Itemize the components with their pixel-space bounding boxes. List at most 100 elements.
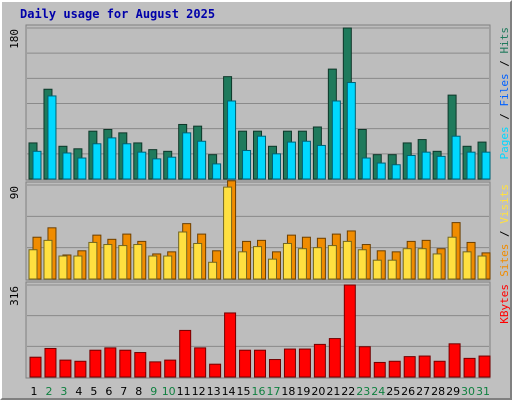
bar-kbytes-kbytes-day-27	[418, 355, 431, 378]
chart-title: Daily usage for August 2025	[20, 7, 216, 21]
bar-visits-sites-day-23	[357, 249, 367, 280]
bar-hits-files-day-30	[466, 151, 476, 180]
bar-visits-sites-day-24	[372, 259, 382, 280]
legend-segment: /	[498, 107, 510, 127]
bar-visits-sites-day-17	[267, 258, 277, 280]
bar-hits-files-day-28	[436, 155, 446, 180]
day-label-21: 21	[326, 385, 340, 398]
bar-visits-sites-day-28	[432, 253, 442, 280]
bar-visits-sites-day-10	[163, 255, 173, 280]
bar-visits-sites-day-8	[133, 244, 143, 280]
day-label-16: 16	[252, 385, 266, 398]
bar-hits-files-day-31	[481, 151, 491, 180]
bar-visits-sites-day-6	[103, 244, 113, 280]
legend-visits: Sites / Visits	[498, 184, 510, 277]
day-label-7: 7	[120, 385, 127, 398]
bar-hits-files-day-25	[391, 164, 401, 180]
day-label-31: 31	[476, 385, 490, 398]
bar-kbytes-kbytes-day-4	[74, 360, 87, 378]
bar-visits-sites-day-25	[387, 259, 397, 280]
day-label-15: 15	[237, 385, 251, 398]
legend-kbytes: KBytes	[498, 284, 510, 324]
bar-kbytes-kbytes-day-20	[313, 343, 326, 378]
bar-hits-files-day-6	[107, 137, 117, 180]
day-label-4: 4	[75, 385, 82, 398]
bar-hits-files-day-16	[257, 135, 267, 180]
bar-kbytes-kbytes-day-1	[29, 356, 42, 378]
bar-kbytes-kbytes-day-6	[104, 347, 117, 378]
legend-hits: Pages / Files / Hits	[498, 27, 510, 160]
bar-visits-sites-day-19	[297, 248, 307, 280]
day-label-24: 24	[371, 385, 385, 398]
bar-visits-sites-day-26	[402, 248, 412, 280]
bar-kbytes-kbytes-day-12	[194, 347, 207, 378]
day-label-1: 1	[30, 385, 37, 398]
bar-visits-sites-day-16	[253, 246, 263, 280]
bar-kbytes-kbytes-day-19	[298, 348, 311, 378]
day-label-3: 3	[60, 385, 67, 398]
bar-visits-sites-day-30	[462, 251, 472, 280]
bar-hits-files-day-9	[152, 158, 162, 180]
bar-hits-files-day-5	[92, 143, 102, 180]
day-label-9: 9	[150, 385, 157, 398]
bar-hits-files-day-26	[406, 155, 416, 180]
axis-max-label-hits: 180	[8, 29, 21, 49]
bar-hits-files-day-22	[346, 82, 356, 180]
bar-hits-files-day-13	[212, 163, 222, 180]
bar-kbytes-kbytes-day-9	[149, 361, 162, 378]
bar-visits-sites-day-22	[342, 240, 352, 280]
bar-hits-files-day-3	[62, 152, 72, 180]
bar-kbytes-kbytes-day-26	[403, 356, 416, 378]
bar-hits-files-day-18	[286, 141, 296, 180]
day-label-13: 13	[207, 385, 221, 398]
bar-visits-sites-day-18	[282, 242, 292, 280]
day-label-14: 14	[222, 385, 236, 398]
bar-hits-files-day-27	[421, 151, 431, 180]
bar-hits-files-day-1	[32, 150, 42, 180]
bar-hits-files-day-20	[316, 144, 326, 180]
bar-visits-sites-day-31	[477, 255, 487, 280]
bar-visits-sites-day-13	[208, 261, 218, 280]
bar-kbytes-kbytes-day-10	[164, 359, 177, 378]
bar-visits-sites-day-4	[73, 255, 83, 280]
bar-kbytes-kbytes-day-2	[44, 347, 57, 378]
bar-kbytes-kbytes-day-29	[448, 343, 461, 378]
bar-kbytes-kbytes-day-7	[119, 349, 132, 378]
day-label-20: 20	[311, 385, 325, 398]
bar-visits-sites-day-14	[223, 186, 233, 280]
bar-visits-sites-day-11	[178, 231, 188, 280]
bar-hits-files-day-21	[331, 100, 341, 180]
bar-hits-files-day-19	[301, 140, 311, 180]
bar-visits-sites-day-2	[43, 239, 53, 280]
bar-hits-files-day-17	[271, 153, 281, 180]
bar-visits-sites-day-27	[417, 248, 427, 280]
bar-visits-sites-day-9	[148, 255, 158, 280]
bar-hits-files-day-7	[122, 143, 132, 180]
legend-segment: /	[498, 54, 510, 74]
bar-hits-files-day-10	[167, 156, 177, 180]
day-label-23: 23	[356, 385, 370, 398]
axis-max-label-kbytes: 316	[8, 286, 21, 306]
bar-visits-sites-day-15	[238, 251, 248, 280]
bar-kbytes-kbytes-day-5	[89, 349, 102, 378]
bar-hits-files-day-12	[197, 140, 207, 180]
bar-hits-files-day-14	[227, 100, 237, 180]
legend-segment: KBytes	[498, 284, 510, 324]
bar-kbytes-kbytes-day-18	[283, 348, 296, 378]
day-label-29: 29	[446, 385, 460, 398]
bar-visits-sites-day-29	[447, 236, 457, 280]
bar-visits-sites-day-7	[118, 245, 128, 280]
day-label-22: 22	[341, 385, 355, 398]
bar-kbytes-kbytes-day-8	[134, 352, 147, 378]
bar-hits-files-day-15	[242, 149, 252, 180]
day-label-12: 12	[192, 385, 206, 398]
legend-segment: Hits	[498, 27, 510, 54]
day-label-28: 28	[431, 385, 445, 398]
bar-hits-files-day-29	[451, 135, 461, 180]
day-label-11: 11	[177, 385, 191, 398]
day-label-18: 18	[281, 385, 295, 398]
legend-segment: /	[498, 224, 510, 244]
day-label-27: 27	[416, 385, 430, 398]
legend-segment: Pages	[498, 126, 510, 159]
